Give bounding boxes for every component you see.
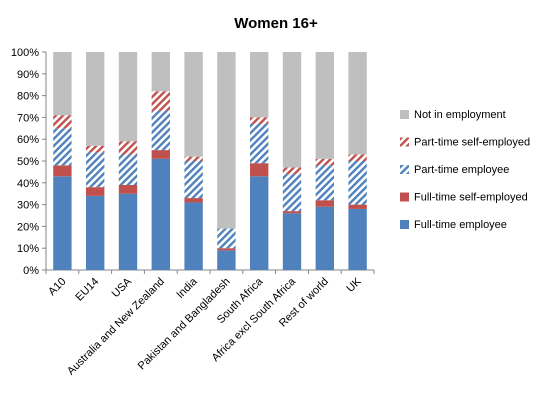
legend-label: Full-time employee	[414, 219, 507, 231]
legend-label: Full-time self-employed	[414, 192, 528, 204]
bar-segment-not-in-employment	[217, 52, 236, 229]
bar-segment-part-time-employee	[86, 152, 105, 188]
bar-segment-part-time-self-employed	[86, 145, 105, 153]
bar-segment-full-time-self-employed	[250, 163, 269, 177]
bar-segment-not-in-employment	[118, 52, 138, 142]
bar-segment-full-time-employee	[217, 250, 236, 270]
bar-segment-full-time-self-employed	[348, 204, 367, 209]
x-category-label: A10	[46, 276, 68, 298]
bar-segment-full-time-employee	[315, 206, 334, 270]
bar-segment-full-time-employee	[348, 208, 367, 270]
legend-label: Part-time self-employed	[414, 137, 530, 149]
y-tick-label: 80%	[17, 91, 39, 103]
y-tick-label: 70%	[17, 112, 39, 124]
bar-segment-full-time-employee	[118, 193, 138, 270]
y-tick-label: 10%	[17, 243, 39, 255]
legend: Not in employment Part-time self-employed…	[400, 109, 530, 231]
bar-segment-part-time-self-employed	[250, 117, 269, 124]
legend-swatch	[400, 220, 409, 229]
bar-segment-full-time-employee	[151, 158, 170, 270]
bar-segment-part-time-employee	[282, 174, 302, 212]
y-tick-label: 40%	[17, 178, 39, 190]
bar-segment-full-time-employee	[86, 195, 105, 270]
bar-segment-not-in-employment	[86, 52, 105, 146]
bar-segment-part-time-self-employed	[184, 156, 203, 161]
legend-swatch	[400, 165, 409, 174]
bar-segment-full-time-self-employed	[282, 211, 302, 214]
bar-segment-full-time-employee	[53, 176, 72, 270]
bar-segment-not-in-employment	[348, 52, 367, 155]
y-tick-label: 100%	[11, 47, 39, 59]
bar-segment-not-in-employment	[315, 52, 334, 159]
bar-segment-full-time-employee	[184, 202, 203, 270]
plot-area: 0% 10% 20% 30% 40% 50% 60% 70% 80% 90% 100% A10 EU14…	[11, 47, 375, 378]
y-tick-label: 90%	[17, 69, 39, 81]
y-tick-label: 30%	[17, 200, 39, 212]
bar-segment-part-time-employee	[315, 165, 334, 201]
bar-segment-not-in-employment	[53, 52, 72, 116]
bar-segment-full-time-employee	[282, 213, 302, 270]
bar-segment-part-time-self-employed	[348, 154, 367, 161]
bar-segment-part-time-employee	[184, 161, 203, 199]
bar-segment-part-time-employee	[250, 123, 269, 164]
bar-segment-full-time-self-employed	[184, 198, 203, 203]
legend-label: Not in employment	[414, 109, 506, 121]
bar-segment-full-time-self-employed	[118, 184, 138, 194]
y-tick-label: 60%	[17, 134, 39, 146]
bar-segment-not-in-employment	[250, 52, 269, 118]
bar-segment-full-time-self-employed	[151, 150, 170, 159]
bar-segment-part-time-self-employed	[151, 91, 170, 111]
bar-segment-not-in-employment	[282, 52, 302, 168]
bar-segment-full-time-self-employed	[86, 187, 105, 196]
bar-segment-full-time-self-employed	[315, 200, 334, 207]
bar-segment-not-in-employment	[151, 52, 170, 92]
x-category-label: EU14	[73, 276, 101, 304]
legend-swatch	[400, 137, 409, 147]
bar-segment-part-time-employee	[151, 110, 170, 151]
bar-segment-not-in-employment	[184, 52, 203, 157]
legend-swatch	[400, 192, 409, 202]
bar-segment-part-time-self-employed	[53, 115, 72, 129]
y-tick-label: 50%	[17, 156, 39, 168]
bar-segment-part-time-employee	[348, 161, 367, 205]
x-category-label: India	[174, 275, 200, 301]
x-category-label: USA	[110, 275, 135, 300]
legend-swatch	[400, 110, 409, 119]
legend-label: Part-time employee	[414, 164, 509, 176]
bar-segment-part-time-employee	[217, 228, 236, 249]
bar-segment-full-time-self-employed	[53, 165, 72, 177]
bar-segment-part-time-self-employed	[118, 141, 138, 155]
x-category-label: UK	[344, 275, 364, 295]
bar-segment-part-time-self-employed	[282, 167, 302, 175]
bar-segment-part-time-employee	[53, 128, 72, 166]
bar-segment-part-time-employee	[118, 154, 138, 185]
bar-segment-part-time-self-employed	[315, 158, 334, 166]
y-tick-label: 20%	[17, 221, 39, 233]
bar-segment-full-time-self-employed	[217, 248, 236, 251]
bar-segment-full-time-employee	[250, 176, 269, 270]
y-tick-label: 0%	[23, 265, 39, 277]
chart-title: Women 16+	[234, 15, 318, 32]
